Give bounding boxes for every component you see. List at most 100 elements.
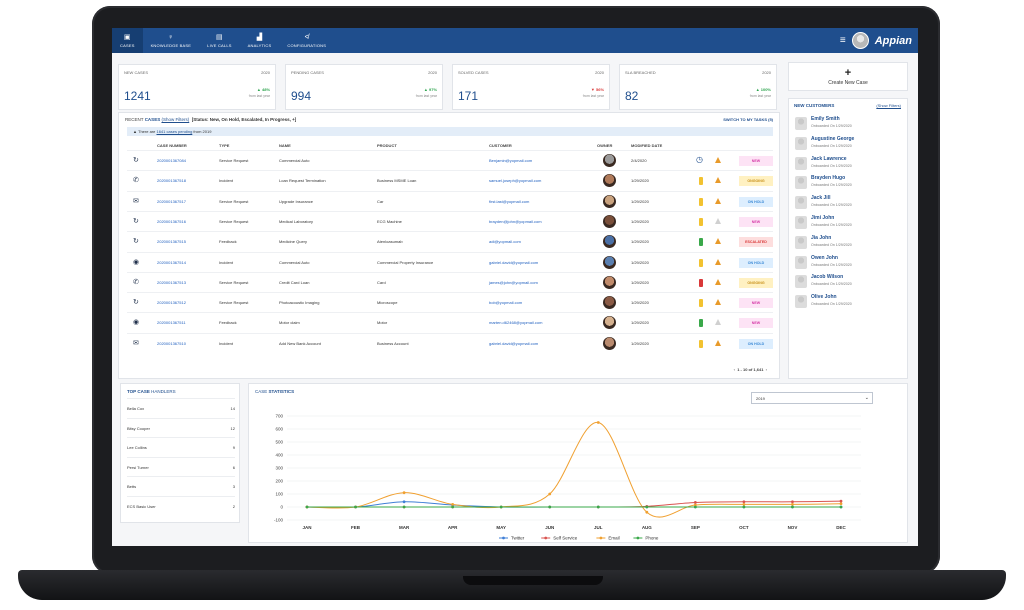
nav-configurations[interactable]: ≮ CONFIGURATIONS [279,28,334,53]
list-item[interactable]: Jimi John Onboarded On 1/29/2020 [795,214,905,233]
cases-status-filter: [Status: New, On Hold, Escalated, In Pro… [191,117,297,122]
customer-email[interactable]: gabriel.david@yopmail.com [489,259,539,265]
customer-email[interactable]: gabriel.david@yopmail.com [489,340,539,346]
table-row[interactable]: ✉ 2020001367517 Service Request Upgrade Ins… [127,190,773,211]
customer-email[interactable]: brayden@john@yopmail.com [489,218,542,224]
new-customers-filter-link[interactable]: (Show Filters) [876,103,901,108]
list-item[interactable]: Bitsy Cooper 12 [127,417,235,437]
customer-name[interactable]: Emily Smith [811,116,840,122]
list-item[interactable]: Jacob Wilson Onboarded On 1/29/2020 [795,273,905,292]
list-item[interactable]: Jack Jill Onboarded On 1/29/2020 [795,194,905,213]
list-item[interactable]: Owen John Onboarded On 1/29/2020 [795,254,905,273]
customer-email[interactable]: marten.d62468@yopmail.com [489,320,543,326]
list-item[interactable]: Betts 3 [127,476,235,495]
table-row[interactable]: ✆ 2020001367513 Service Request Credit Card… [127,271,773,292]
case-number-link[interactable]: 2020001367513 [157,279,186,285]
nav-knowledge-base[interactable]: ♀ KNOWLEDGE BASE [143,28,200,53]
owner-avatar[interactable] [603,235,616,249]
table-row[interactable]: ◉ 2020001367511 Feedback Motor claim Motor ma… [127,312,773,332]
case-product: ECG Machine [377,218,402,224]
list-item[interactable]: ECS Basic User 2 [127,495,235,515]
case-number-link[interactable]: 2020001367517 [157,198,186,204]
list-item[interactable]: Persi Turner 6 [127,456,235,476]
case-number-link[interactable]: 2020001367516 [157,218,186,224]
col-modified-date[interactable]: MODIFIED DATE [631,143,663,148]
col-customer[interactable]: CUSTOMER [489,143,512,148]
owner-avatar[interactable] [603,255,616,269]
customer-name[interactable]: Olive John [811,294,837,301]
case-type: Service Request [219,218,249,224]
table-row[interactable]: ↻ 2020001367512 Service Request Photoacoust… [127,292,773,312]
menu-icon[interactable]: ≡ [839,35,846,46]
list-item[interactable]: Augustine George Onboarded On 1/29/2020 [795,135,905,154]
table-row[interactable]: ↻ 2020001367516 Service Request Medical Lab… [127,210,773,231]
case-number-link[interactable]: 2020001367515 [157,239,186,245]
owner-avatar[interactable] [603,194,616,208]
owner-avatar[interactable] [603,296,616,310]
owner-avatar[interactable] [603,174,616,188]
case-number-link[interactable]: 2020001367084 [157,158,186,163]
customer-email[interactable]: first.last@yopmail.com [489,198,530,204]
pager[interactable]: ‹ 1 - 10 of 1,641 › [733,367,767,372]
customer-name[interactable]: Jia John [811,234,832,241]
case-number-link[interactable]: 2020001367511 [157,320,186,326]
customer-email[interactable]: bob@yopmail.com [489,300,523,306]
customer-name[interactable]: Jack Lawrence [811,155,847,162]
owner-avatar[interactable] [603,275,616,289]
cases-show-filters-link[interactable]: (Show Filters) [161,117,190,122]
customer-name[interactable]: Augustine George [811,135,855,142]
owner-avatar[interactable] [603,214,616,228]
customer-name[interactable]: Brayden Hugo [811,175,846,182]
list-item[interactable]: Jia John Onboarded On 1/29/2020 [795,234,905,253]
case-product: Commercial Property Insurance [377,259,434,265]
nav-live-calls[interactable]: ▤ LIVE CALLS [199,28,239,53]
data-point [596,505,600,509]
year-select[interactable]: 2019 ⌄ [751,392,873,404]
table-row[interactable]: ↻ 2020001367084 Service Request Commercial … [127,150,773,170]
stat-card-solved[interactable]: SOLVED CASES 2020 171 ▼ 56% from last ye… [452,64,610,110]
list-item[interactable]: Bella Cox 14 [127,398,235,417]
list-item[interactable]: Olive John Onboarded On 1/29/2020 [795,293,905,312]
owner-avatar[interactable] [603,316,616,330]
col-type[interactable]: TYPE [219,143,230,148]
list-item[interactable]: Emily Smith Onboarded On 1/29/2020 [795,115,905,134]
stats-title: CASE STATISTICS [255,389,294,394]
table-row[interactable]: ◉ 2020001367514 Incident Commercial Auto Com… [127,251,773,272]
table-row[interactable]: ↻ 2020001367515 Feedback Medicine Query Aten… [127,231,773,251]
customer-name[interactable]: Jacob Wilson [811,274,844,281]
banner-link[interactable]: 1641 cases pending [156,129,193,134]
x-tick-label: JUN [545,525,554,530]
switch-to-my-tasks-link[interactable]: SWITCH TO MY TASKS (5) [723,117,773,122]
table-row[interactable]: ✉ 2020001367510 Incident Add New Bank Accou… [127,332,773,353]
owner-avatar[interactable] [603,154,616,167]
list-item[interactable]: Brayden Hugo Onboarded On 1/29/2020 [795,174,905,193]
col-name[interactable]: NAME [279,143,291,148]
customer-name[interactable]: Jack Jill [811,195,831,202]
case-number-link[interactable]: 2020001367512 [157,300,186,306]
customer-email[interactable]: samuel.joseph@yopmail.com [489,178,542,184]
stat-card-pending[interactable]: PENDING CASES 2020 994 ▲ 97% from last y… [285,64,443,110]
col-case-number[interactable]: CASE NUMBER [157,143,187,148]
customer-email[interactable]: adi@yopmail.com [489,239,521,245]
stat-year: 2020 [428,70,437,75]
stat-card-sla[interactable]: SLA BREACHED 2020 82 ▲ 100% from last ye… [619,64,777,110]
customer-email[interactable]: Benjamin@yopmail.com [489,158,533,163]
list-item[interactable]: Jack Lawrence Onboarded On 1/29/2020 [795,155,905,174]
user-avatar[interactable] [851,32,869,49]
case-number-link[interactable]: 2020001367514 [157,259,186,265]
col-product[interactable]: PRODUCT [377,143,397,148]
col-owner[interactable]: OWNER [597,143,613,148]
stat-card-new[interactable]: NEW CASES 2020 1241 ▲ 48% from last year [118,64,276,110]
owner-avatar[interactable] [603,336,616,350]
case-number-link[interactable]: 2020001367518 [157,178,186,184]
create-case-button[interactable]: + Create New Case [788,62,908,91]
table-row[interactable]: ✆ 2020001367518 Incident Loan Request Termi… [127,170,773,190]
customer-email[interactable]: james@john@yopmail.com [489,279,538,285]
customer-name[interactable]: Jimi John [811,215,835,221]
nav-analytics[interactable]: ▟ ANALYTICS [240,28,280,53]
customer-name[interactable]: Owen John [811,254,838,261]
case-type: Incident [219,340,234,346]
list-item[interactable]: Lee Collins 9 [127,437,235,456]
case-number-link[interactable]: 2020001367510 [157,340,186,346]
nav-cases[interactable]: ▣ CASES [112,28,143,53]
